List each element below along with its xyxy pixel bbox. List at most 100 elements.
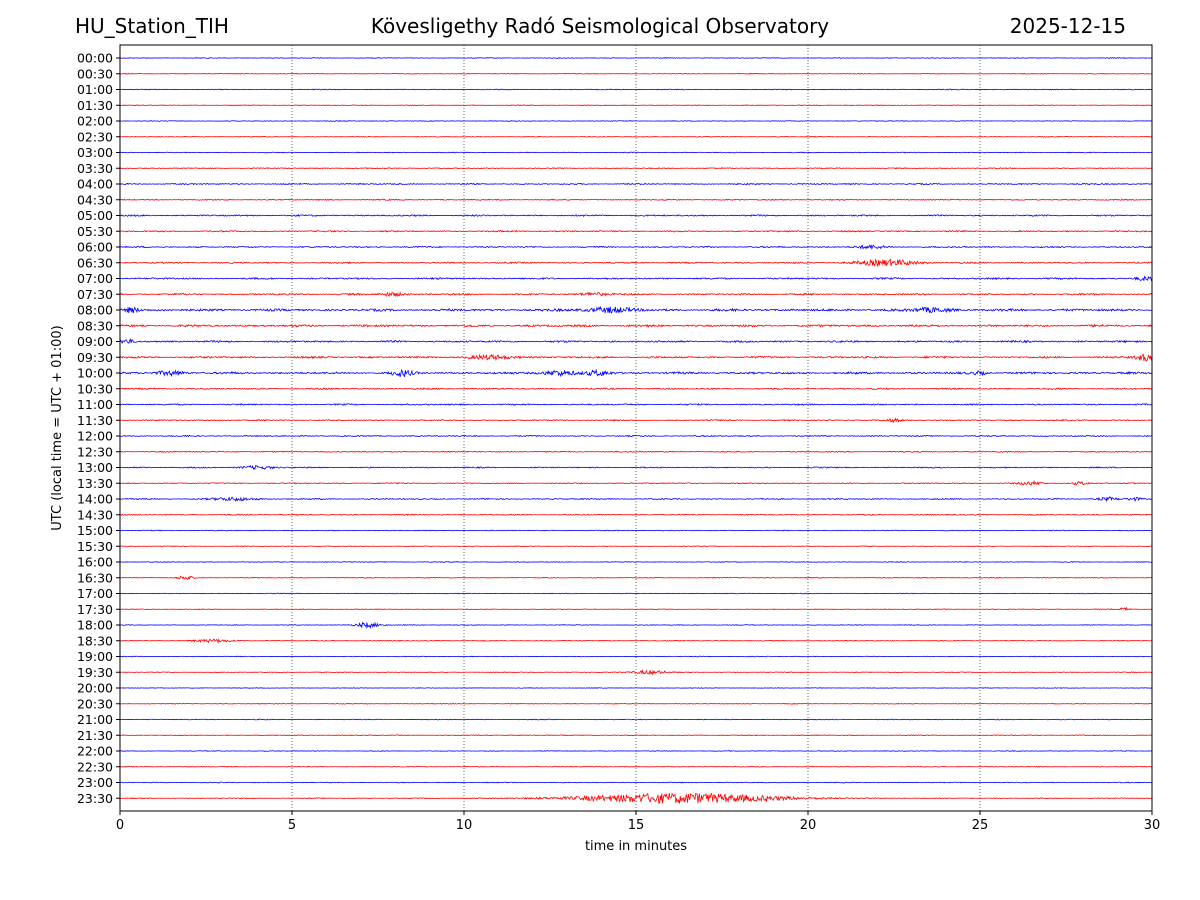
trace-16:00 [119, 561, 1153, 563]
trace-07:00 [119, 275, 1153, 282]
y-tick-label-01:00: 01:00 [77, 82, 113, 97]
seismic-traces [119, 57, 1153, 804]
y-tick-label-19:00: 19:00 [77, 649, 113, 664]
y-tick-label-21:30: 21:30 [77, 728, 113, 743]
x-tick-label-15: 15 [628, 818, 645, 833]
y-tick-label-02:30: 02:30 [77, 129, 113, 144]
trace-18:00 [119, 621, 1153, 630]
y-tick-label-02:00: 02:00 [77, 114, 113, 129]
trace-05:30 [119, 229, 1153, 233]
trace-15:00 [119, 529, 1153, 532]
trace-11:00 [119, 403, 1153, 406]
y-tick-label-21:00: 21:00 [77, 712, 113, 727]
y-tick-label-13:30: 13:30 [77, 476, 113, 491]
y-tick-label-17:30: 17:30 [77, 602, 113, 617]
chart-title: Kövesligethy Radó Seismological Observat… [370, 14, 830, 38]
trace-14:30 [119, 513, 1153, 516]
y-tick-label-07:00: 07:00 [77, 271, 113, 286]
plot-area-background [120, 45, 1152, 811]
y-tick-label-09:00: 09:00 [77, 334, 113, 349]
y-tick-label-13:00: 13:00 [77, 460, 113, 475]
x-axis: 0 5 10 15 20 25 30 [116, 811, 1160, 833]
y-tick-label-03:30: 03:30 [77, 161, 113, 176]
y-tick-label-08:30: 08:30 [77, 318, 113, 333]
trace-01:30 [119, 104, 1153, 107]
trace-08:30 [119, 323, 1153, 328]
trace-22:30 [119, 765, 1153, 768]
trace-16:30 [119, 575, 1153, 581]
x-tick-label-0: 0 [116, 818, 124, 833]
trace-09:00 [119, 338, 1153, 344]
y-tick-label-20:00: 20:00 [77, 681, 113, 696]
x-tick-label-10: 10 [456, 818, 473, 833]
y-tick-label-20:30: 20:30 [77, 696, 113, 711]
trace-04:00 [119, 182, 1153, 186]
trace-23:30 [119, 792, 1153, 804]
x-tick-label-25: 25 [972, 818, 989, 833]
trace-13:00 [119, 464, 1153, 470]
trace-03:30 [119, 167, 1153, 170]
trace-07:30 [119, 291, 1153, 298]
trace-17:30 [119, 606, 1153, 611]
y-tick-label-07:30: 07:30 [77, 287, 113, 302]
x-axis-label: time in minutes [585, 839, 687, 854]
y-tick-label-04:30: 04:30 [77, 192, 113, 207]
trace-10:00 [119, 368, 1153, 378]
y-tick-label-18:00: 18:00 [77, 618, 113, 633]
trace-09:30 [119, 353, 1153, 362]
y-tick-label-12:30: 12:30 [77, 444, 113, 459]
y-tick-label-15:30: 15:30 [77, 539, 113, 554]
station-code: HU_Station_TIH [75, 14, 229, 38]
trace-02:00 [119, 120, 1153, 122]
y-axis: 00:0000:3001:0001:3002:0002:3003:0003:30… [77, 51, 120, 806]
y-tick-label-06:00: 06:00 [77, 240, 113, 255]
trace-14:00 [119, 496, 1153, 503]
y-tick-label-23:30: 23:30 [77, 791, 113, 806]
x-tick-label-20: 20 [800, 818, 817, 833]
trace-19:00 [119, 655, 1153, 658]
y-tick-label-15:00: 15:00 [77, 523, 113, 538]
y-tick-label-05:00: 05:00 [77, 208, 113, 223]
x-tick-label-5: 5 [288, 818, 296, 833]
trace-00:00 [119, 57, 1152, 59]
y-tick-label-06:30: 06:30 [77, 255, 113, 270]
trace-02:30 [119, 135, 1153, 138]
y-tick-label-12:00: 12:00 [77, 429, 113, 444]
trace-06:30 [119, 258, 1153, 268]
y-tick-label-08:00: 08:00 [77, 303, 113, 318]
y-tick-label-01:30: 01:30 [77, 98, 113, 113]
y-tick-label-10:30: 10:30 [77, 381, 113, 396]
trace-01:00 [119, 88, 1153, 91]
trace-21:00 [119, 718, 1153, 721]
y-tick-label-17:00: 17:00 [77, 586, 113, 601]
y-tick-label-23:00: 23:00 [77, 775, 113, 790]
trace-12:30 [119, 450, 1153, 453]
trace-00:30 [119, 72, 1153, 75]
trace-21:30 [119, 734, 1153, 737]
y-tick-label-04:00: 04:00 [77, 177, 113, 192]
y-tick-label-03:00: 03:00 [77, 145, 113, 160]
trace-18:30 [119, 638, 1153, 644]
y-tick-label-16:30: 16:30 [77, 570, 113, 585]
y-tick-label-14:30: 14:30 [77, 507, 113, 522]
y-axis-label: UTC (local time = UTC + 01:00) [50, 325, 65, 530]
y-tick-label-16:00: 16:00 [77, 555, 113, 570]
trace-15:30 [119, 545, 1153, 548]
y-tick-label-19:30: 19:30 [77, 665, 113, 680]
y-tick-label-14:00: 14:00 [77, 492, 113, 507]
y-tick-label-00:00: 00:00 [77, 51, 113, 66]
trace-10:30 [119, 387, 1153, 391]
chart-date: 2025-12-15 [1009, 14, 1126, 38]
y-tick-label-09:30: 09:30 [77, 350, 113, 365]
trace-05:00 [119, 213, 1153, 218]
trace-22:00 [119, 750, 1153, 752]
y-tick-label-10:00: 10:00 [77, 366, 113, 381]
trace-19:30 [119, 669, 1153, 676]
trace-23:00 [119, 781, 1153, 784]
trace-06:00 [119, 243, 1153, 251]
trace-11:30 [119, 417, 1153, 424]
y-tick-label-18:30: 18:30 [77, 633, 113, 648]
trace-03:00 [119, 151, 1153, 154]
y-tick-label-22:30: 22:30 [77, 759, 113, 774]
